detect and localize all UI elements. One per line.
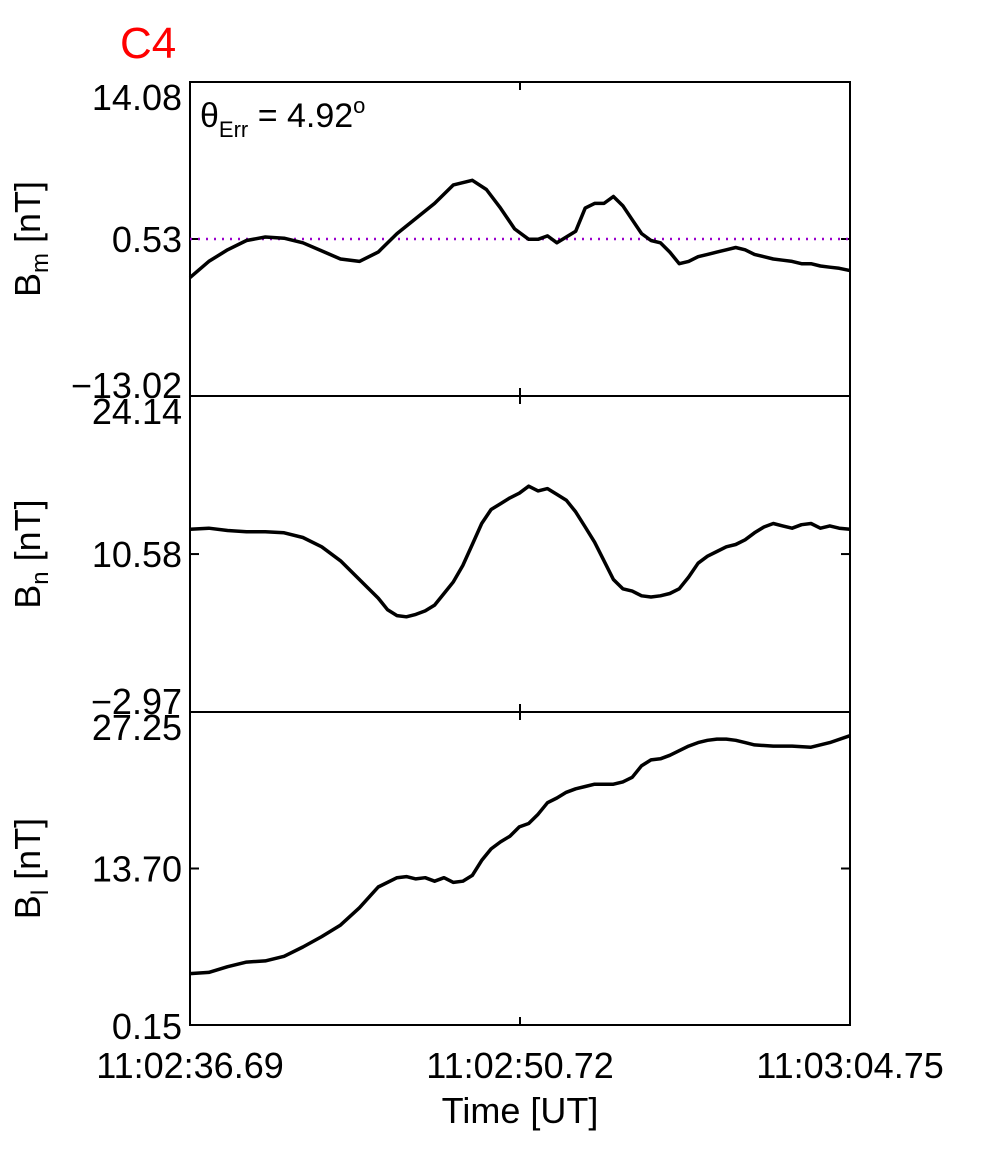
y-tick-label: 14.08: [92, 77, 182, 118]
y-tick-label: −13.02: [71, 365, 182, 406]
x-tick-label: 11:03:04.75: [756, 1045, 944, 1086]
y-tick-label: 10.58: [92, 534, 182, 575]
y-tick-label: 0.53: [112, 219, 182, 260]
series-line-bn: [189, 484, 851, 619]
y-tick-label: −2.97: [91, 681, 182, 722]
y-tick-label: 13.70: [92, 849, 182, 890]
y-axis-label: Bm [nT]: [7, 181, 54, 297]
error-angle-annotation: θErr = 4.92o: [200, 93, 365, 142]
series-line-bm: [188, 178, 851, 279]
panel-bn: 24.14 10.58 −2.97 Bn [nT]: [7, 391, 851, 722]
panel-bl: 27.25 13.70 0.15 Bl [nT]: [7, 707, 851, 1047]
series-line-bl: [189, 734, 851, 976]
y-axis-label: Bl [nT]: [7, 818, 54, 919]
plot-frame: [189, 711, 851, 1026]
y-axis-label: Bn [nT]: [7, 499, 54, 608]
figure-title: C4: [120, 19, 176, 68]
x-tick-label: 11:02:36.69: [96, 1045, 284, 1086]
x-axis: 11:02:36.69 11:02:50.72 11:03:04.75 Time [U…: [96, 1045, 944, 1131]
y-tick-label: 0.15: [112, 1006, 182, 1047]
x-axis-label: Time [UT]: [442, 1090, 599, 1131]
plot-frame: [189, 395, 851, 713]
y-tick-label: 27.25: [92, 707, 182, 748]
x-tick-label: 11:02:50.72: [426, 1045, 614, 1086]
y-tick-label: 24.14: [92, 391, 182, 432]
panel-bm: 14.08 0.53 −13.02 Bm [nT] θErr = 4.92o: [7, 77, 851, 406]
